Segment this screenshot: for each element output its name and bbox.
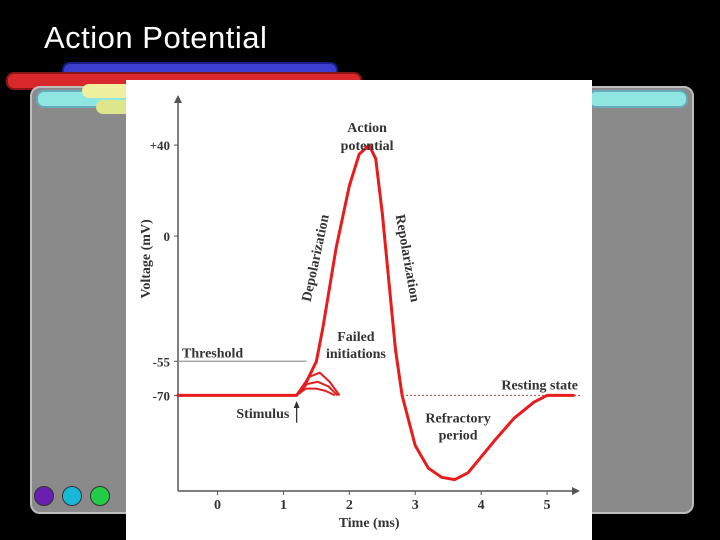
x-tick-label: 3	[412, 498, 419, 513]
y-axis-arrow	[174, 95, 182, 103]
failed-initiation-curve-3	[296, 387, 336, 397]
x-tick-label: 5	[544, 498, 551, 513]
slide-title: Action Potential	[44, 20, 268, 55]
repolarization-label: Repolarization	[392, 213, 422, 303]
y-tick-label: -70	[153, 388, 170, 403]
stimulus-arrow-head	[293, 400, 300, 408]
action-potential-figure: +40 0 -55 -70 0 1 2 3 4 5 Threshold Resting state T…	[126, 80, 592, 540]
refractory-period-label: Refractory	[425, 412, 490, 427]
failed-initiations-label: initiations	[326, 347, 386, 362]
chart-annotations: Threshold Resting state Time (ms) Voltage (…	[139, 121, 578, 531]
x-tick-label: 2	[346, 498, 353, 513]
x-tick-label: 0	[214, 498, 221, 513]
threshold-label: Threshold	[182, 346, 243, 361]
failed-initiations-label: Failed	[337, 330, 375, 345]
resting-state-label: Resting state	[501, 378, 578, 393]
refractory-period-label: period	[439, 429, 478, 444]
x-tick-label: 1	[280, 498, 287, 513]
action-potential-label: potential	[341, 139, 394, 154]
y-tick-label: -55	[153, 354, 171, 369]
cyan-dot	[62, 486, 82, 506]
y-axis-label: Voltage (mV)	[139, 219, 154, 299]
chart-curves	[176, 143, 575, 482]
chart-ticks: +40 0 -55 -70 0 1 2 3 4 5	[150, 138, 551, 513]
y-tick-label: 0	[164, 229, 171, 244]
failed-initiation-curve-2	[295, 380, 339, 397]
x-axis-label: Time (ms)	[339, 516, 400, 531]
chart-axes	[174, 95, 580, 495]
failed-initiation-curve-1	[295, 371, 341, 396]
green-dot	[90, 486, 110, 506]
action-potential-label: Action	[347, 121, 387, 136]
y-tick-label: +40	[150, 138, 170, 153]
stimulus-label: Stimulus	[236, 407, 289, 422]
action-potential-curve	[176, 143, 575, 482]
x-axis-arrow	[572, 487, 580, 495]
decorative-cyan-bar-right	[588, 90, 688, 108]
x-tick-label: 4	[478, 498, 485, 513]
purple-dot	[34, 486, 54, 506]
